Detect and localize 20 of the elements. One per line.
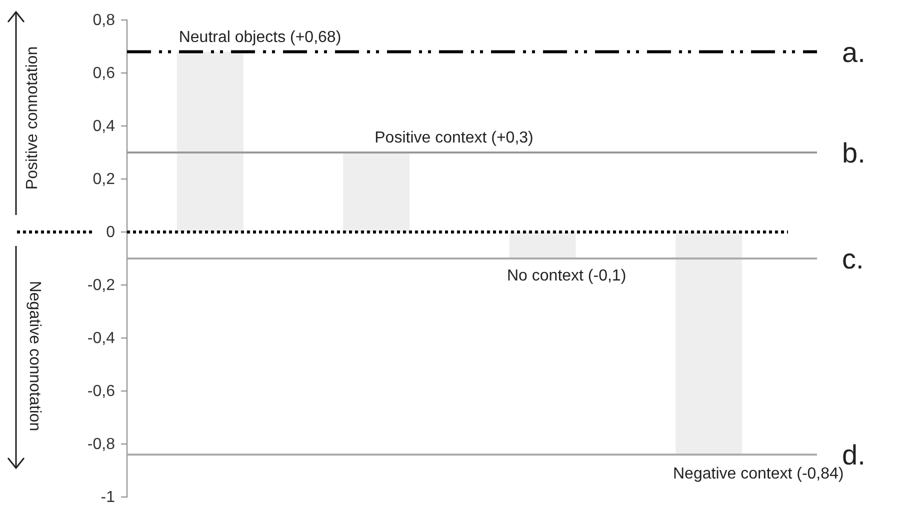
- text: a.: [842, 36, 866, 68]
- y-tick-label: 0,8: [92, 12, 116, 30]
- y-tick-label: -0,2: [87, 277, 116, 294]
- y-tick-label: 0,2: [92, 171, 116, 188]
- ref-line-label: Negative context (-0,84): [673, 466, 844, 483]
- text: b.: [842, 138, 866, 168]
- y-tick-label: -0,4: [87, 330, 116, 348]
- ref-line-label: No context (-0,1): [507, 268, 626, 284]
- y-tick-label: -0,8: [87, 436, 116, 454]
- y-tick-label: 0,4: [92, 118, 116, 136]
- ref-line-label: Neutral objects (+0,68): [178, 28, 342, 46]
- text: Positive connotation: [24, 46, 41, 190]
- y-tick-label: 0,6: [92, 65, 116, 82]
- y-tick-label: -1: [100, 489, 116, 506]
- text: c.: [842, 244, 864, 274]
- y-tick-label: 0: [106, 224, 116, 242]
- ref-line-label: Positive context (+0,3): [374, 130, 534, 146]
- y-tick-label: -0,6: [87, 383, 116, 400]
- text: Negative connotation: [26, 280, 43, 432]
- text: d.: [842, 440, 866, 471]
